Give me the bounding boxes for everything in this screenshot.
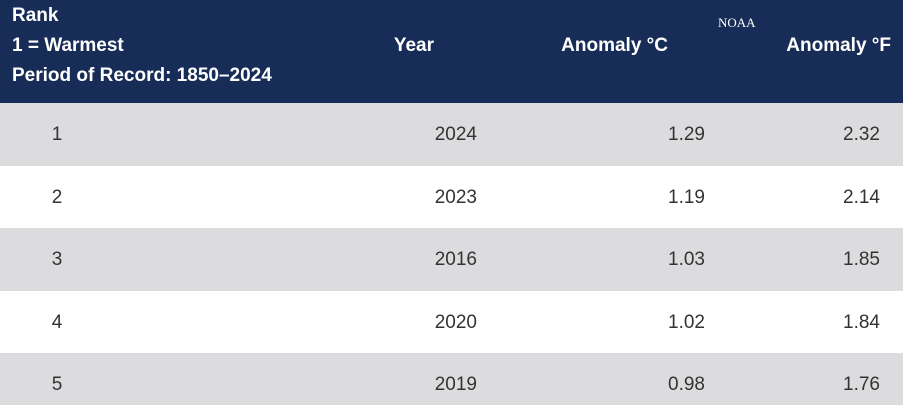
header-line: Rank: [12, 5, 59, 26]
header-cell: Anomaly °F: [786, 35, 891, 56]
table-cell: 1.02: [668, 311, 705, 333]
table-cell: 2016: [434, 249, 477, 270]
table-row: 1 2024 1.29 2.32: [0, 103, 903, 166]
table-header: Rank 1 = Warmest Period of Record: 1850–…: [0, 0, 903, 103]
table-cell: 3: [51, 249, 63, 270]
table-cell: 0.98: [668, 374, 705, 395]
table-cell: 1.84: [843, 311, 880, 333]
table-row: 5 2019 0.98 1.76: [0, 353, 903, 405]
table-cell: 4: [51, 311, 63, 333]
table-cell: 2024: [434, 124, 477, 145]
table-cell: 1: [51, 124, 63, 145]
header-cell: Year: [393, 35, 434, 56]
table-row: 3 2016 1.03 1.85: [0, 228, 903, 291]
table-cell: 2: [51, 186, 63, 208]
table-cell: 2.32: [843, 124, 880, 145]
table-cell: 2019: [434, 374, 477, 395]
header-line: 1 = Warmest: [12, 35, 124, 56]
table-cell: 1.19: [668, 186, 705, 208]
table-cell: 2020: [434, 311, 477, 333]
header-line: Period of Record: 1850–2024: [12, 65, 272, 86]
table-cell: 1.03: [668, 249, 705, 270]
table-cell: 2.14: [843, 186, 880, 208]
header-cell: Anomaly °C: [561, 35, 668, 56]
table-cell: 1.29: [668, 124, 705, 145]
table-cell: 5: [51, 374, 63, 395]
table-row: 2 2023 1.19 2.14: [0, 165, 903, 229]
table-cell: 1.76: [843, 374, 880, 395]
table-cell: 2023: [434, 186, 477, 208]
table-cell: 1.85: [843, 249, 880, 270]
table-row: 4 2020 1.02 1.84: [0, 290, 903, 354]
watermark: NOAA: [718, 15, 756, 30]
